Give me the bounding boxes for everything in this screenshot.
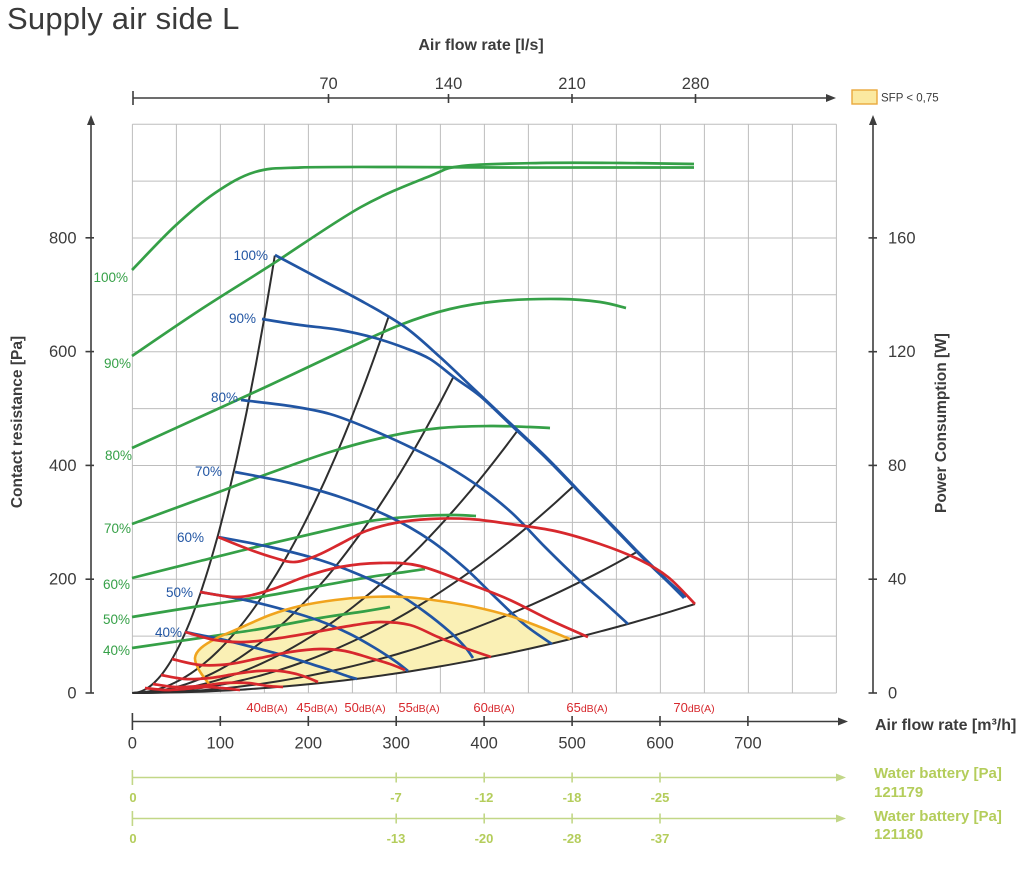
svg-text:45dB(A): 45dB(A) <box>296 700 337 715</box>
svg-text:100%: 100% <box>93 270 128 285</box>
svg-text:280: 280 <box>682 75 710 93</box>
svg-text:600: 600 <box>646 735 674 753</box>
svg-text:140: 140 <box>435 75 463 93</box>
svg-text:Water battery [Pa]: Water battery [Pa] <box>874 808 1002 825</box>
svg-text:-25: -25 <box>651 790 670 805</box>
svg-text:-7: -7 <box>390 790 402 805</box>
svg-text:80%: 80% <box>105 448 132 463</box>
svg-text:0: 0 <box>129 831 136 846</box>
svg-text:-18: -18 <box>563 790 582 805</box>
svg-text:210: 210 <box>558 75 586 93</box>
svg-text:SFP < 0,75: SFP < 0,75 <box>881 93 939 105</box>
svg-text:70: 70 <box>319 75 337 93</box>
svg-text:70dB(A): 70dB(A) <box>673 700 714 715</box>
svg-text:121179: 121179 <box>874 784 923 801</box>
svg-text:40dB(A): 40dB(A) <box>246 700 287 715</box>
svg-text:0: 0 <box>67 685 76 703</box>
svg-text:60%: 60% <box>177 530 204 545</box>
svg-text:500: 500 <box>558 735 586 753</box>
svg-text:50%: 50% <box>166 585 193 600</box>
svg-text:100%: 100% <box>233 248 268 263</box>
svg-text:121180: 121180 <box>874 826 923 843</box>
svg-text:80%: 80% <box>211 390 238 405</box>
svg-text:Contact resistance [Pa]: Contact resistance [Pa] <box>9 336 26 508</box>
svg-text:800: 800 <box>49 229 77 247</box>
svg-text:160: 160 <box>888 229 916 247</box>
svg-text:120: 120 <box>888 343 916 361</box>
svg-text:Water battery [Pa]: Water battery [Pa] <box>874 765 1002 782</box>
svg-text:100: 100 <box>207 735 235 753</box>
svg-text:200: 200 <box>295 735 323 753</box>
svg-text:400: 400 <box>49 457 77 475</box>
svg-text:Power Consumption [W]: Power Consumption [W] <box>933 333 950 513</box>
svg-text:60%: 60% <box>103 577 130 592</box>
svg-text:0: 0 <box>888 685 897 703</box>
svg-text:50%: 50% <box>103 612 130 627</box>
svg-text:0: 0 <box>129 790 136 805</box>
svg-text:90%: 90% <box>229 311 256 326</box>
svg-text:300: 300 <box>382 735 410 753</box>
svg-text:-37: -37 <box>651 831 670 846</box>
svg-text:-20: -20 <box>475 831 494 846</box>
svg-text:-12: -12 <box>475 790 494 805</box>
svg-text:65dB(A): 65dB(A) <box>566 700 607 715</box>
svg-text:40%: 40% <box>103 643 130 658</box>
svg-text:90%: 90% <box>104 356 131 371</box>
svg-text:-28: -28 <box>563 831 582 846</box>
svg-text:50dB(A): 50dB(A) <box>344 700 385 715</box>
svg-text:200: 200 <box>49 571 77 589</box>
svg-text:60dB(A): 60dB(A) <box>473 700 514 715</box>
svg-text:-13: -13 <box>387 831 406 846</box>
svg-text:400: 400 <box>470 735 498 753</box>
svg-text:Air flow rate [l/s]: Air flow rate [l/s] <box>418 37 543 54</box>
svg-text:40: 40 <box>888 571 906 589</box>
svg-text:40%: 40% <box>155 625 182 640</box>
svg-text:600: 600 <box>49 343 77 361</box>
svg-text:70%: 70% <box>104 521 131 536</box>
svg-text:55dB(A): 55dB(A) <box>398 700 439 715</box>
svg-text:700: 700 <box>734 735 762 753</box>
svg-text:70%: 70% <box>195 464 222 479</box>
svg-text:80: 80 <box>888 457 906 475</box>
svg-text:0: 0 <box>128 735 137 753</box>
svg-text:Air flow rate [m³/h]: Air flow rate [m³/h] <box>875 717 1016 734</box>
svg-text:Supply air side L: Supply air side L <box>7 1 240 36</box>
